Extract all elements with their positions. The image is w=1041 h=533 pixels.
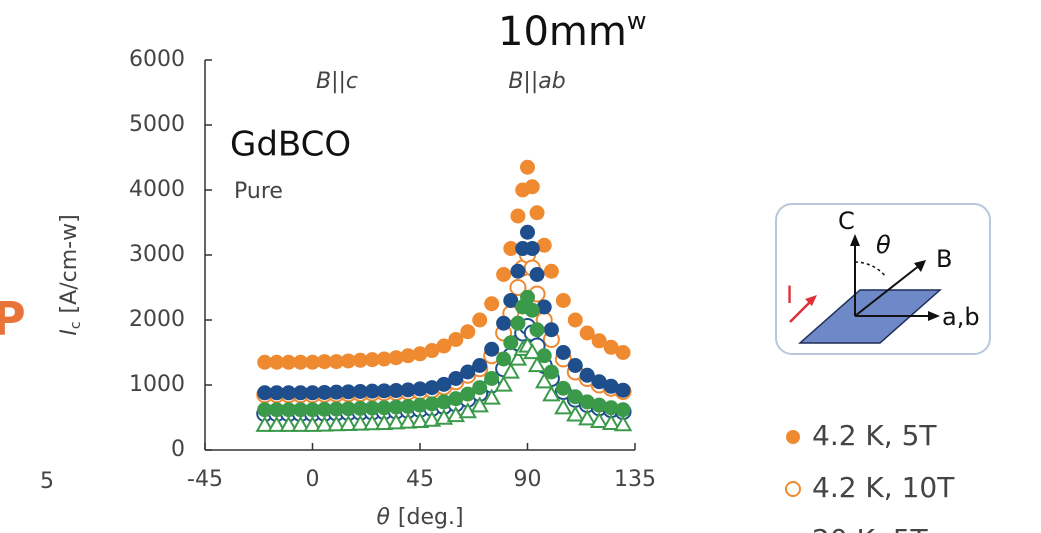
x-tick-label: 45 bbox=[406, 467, 434, 492]
title-text: 10mm bbox=[498, 9, 627, 55]
y-tick-label: 3000 bbox=[129, 242, 185, 267]
point bbox=[568, 313, 583, 328]
point bbox=[496, 352, 511, 367]
point bbox=[544, 322, 559, 337]
point bbox=[510, 209, 525, 224]
y-tick-label: 5000 bbox=[129, 112, 185, 137]
point bbox=[496, 267, 511, 282]
y-tick-label: 4000 bbox=[129, 177, 185, 202]
y-tick-label: 0 bbox=[171, 437, 185, 462]
point bbox=[525, 303, 540, 318]
point bbox=[530, 322, 545, 337]
point bbox=[520, 160, 535, 175]
point bbox=[520, 290, 535, 305]
inset-label: B bbox=[936, 245, 952, 273]
chart-title: 10mmw bbox=[498, 7, 646, 55]
inset-diagram: C θ B I a,b bbox=[776, 204, 990, 354]
point bbox=[496, 316, 511, 331]
point bbox=[616, 402, 631, 417]
point bbox=[503, 335, 518, 350]
legend: 4.2 K, 5T 4.2 K, 10T 20 K, 5T bbox=[786, 419, 955, 533]
point bbox=[510, 316, 525, 331]
point bbox=[556, 293, 571, 308]
x-tick-label: -45 bbox=[187, 467, 223, 492]
edge-fragment: 5 bbox=[40, 469, 54, 494]
legend-label: 4.2 K, 10T bbox=[812, 471, 955, 504]
x-label-unit: [deg.] bbox=[398, 505, 464, 530]
point bbox=[520, 225, 535, 240]
inset-label: C bbox=[838, 207, 855, 235]
point bbox=[544, 264, 559, 279]
annotation: Pure bbox=[234, 179, 283, 204]
x-axis-label: θ [deg.] bbox=[376, 505, 463, 530]
chart: P 5 10mmw 0100020003000400050006000-4504… bbox=[0, 0, 1041, 533]
point bbox=[510, 264, 525, 279]
legend-marker bbox=[786, 482, 800, 496]
x-tick-label: 90 bbox=[514, 467, 542, 492]
y-tick-label: 2000 bbox=[129, 307, 185, 332]
y-label-subscript: c bbox=[68, 321, 84, 329]
point bbox=[484, 342, 499, 357]
y-axis-label: Ic[A/cm-w] bbox=[57, 214, 84, 335]
point bbox=[530, 205, 545, 220]
point bbox=[616, 383, 631, 398]
y-tick-label: 1000 bbox=[129, 372, 185, 397]
legend-label: 4.2 K, 5T bbox=[812, 419, 937, 452]
y-label-unit: [A/cm-w] bbox=[57, 214, 82, 313]
x-label-symbol: θ bbox=[376, 505, 390, 530]
x-tick-label: 0 bbox=[306, 467, 320, 492]
point bbox=[525, 241, 540, 256]
point bbox=[525, 179, 540, 194]
edge-fragment: P bbox=[0, 292, 26, 346]
point bbox=[568, 358, 583, 373]
legend-label: 20 K, 5T bbox=[812, 523, 929, 533]
annotation: B||c bbox=[316, 69, 358, 94]
point bbox=[530, 267, 545, 282]
annotation: B||ab bbox=[508, 69, 565, 94]
point bbox=[484, 296, 499, 311]
point bbox=[472, 358, 487, 373]
y-tick-label: 6000 bbox=[129, 47, 185, 72]
annotation: GdBCO bbox=[230, 125, 351, 165]
inset-label: I bbox=[786, 281, 793, 309]
point bbox=[472, 313, 487, 328]
point bbox=[472, 380, 487, 395]
point bbox=[616, 417, 631, 430]
inset-label: a,b bbox=[942, 303, 980, 331]
point bbox=[616, 345, 631, 360]
inset-label: θ bbox=[876, 231, 891, 259]
legend-marker bbox=[786, 430, 800, 444]
point bbox=[460, 324, 475, 339]
point bbox=[592, 414, 607, 427]
point bbox=[484, 371, 499, 386]
point bbox=[556, 345, 571, 360]
plot-area: 0100020003000400050006000-4504590135 bbox=[129, 47, 656, 492]
x-tick-label: 135 bbox=[614, 467, 656, 492]
title-superscript: w bbox=[627, 7, 647, 35]
